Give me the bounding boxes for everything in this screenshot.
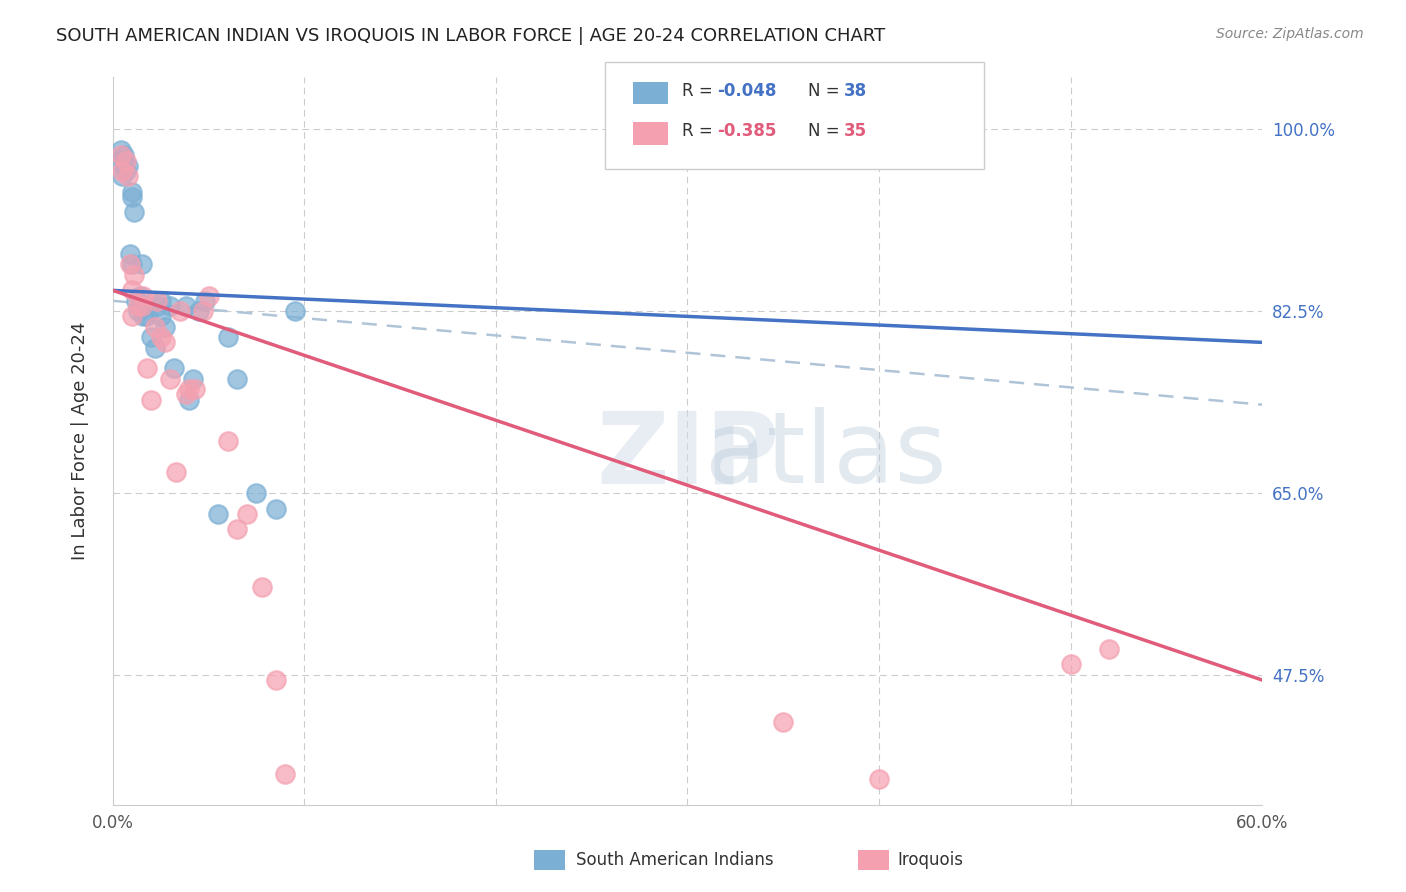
Point — [153, 335, 176, 350]
Point — [174, 387, 197, 401]
Point — [149, 293, 172, 308]
Point — [146, 299, 169, 313]
Text: 38: 38 — [844, 82, 866, 100]
Point — [141, 330, 163, 344]
Point — [245, 486, 267, 500]
Text: Iroquois: Iroquois — [897, 851, 963, 869]
Point — [131, 257, 153, 271]
Text: -0.048: -0.048 — [717, 82, 776, 100]
Point — [179, 382, 201, 396]
Point — [174, 299, 197, 313]
Point — [122, 205, 145, 219]
Point — [110, 148, 132, 162]
Point — [117, 159, 139, 173]
Point — [111, 169, 134, 183]
Point — [772, 714, 794, 729]
Point — [125, 293, 148, 308]
Point — [132, 288, 155, 302]
Point — [159, 372, 181, 386]
Point — [165, 465, 187, 479]
Point — [226, 522, 249, 536]
Point — [143, 319, 166, 334]
Point — [207, 507, 229, 521]
Text: R =: R = — [682, 122, 718, 140]
Point — [217, 330, 239, 344]
Point — [127, 304, 149, 318]
Point — [107, 153, 129, 168]
Point — [120, 247, 142, 261]
Point — [236, 507, 259, 521]
Point — [121, 257, 143, 271]
Point — [141, 392, 163, 407]
Point — [169, 304, 191, 318]
Point — [1098, 641, 1121, 656]
Point — [184, 382, 207, 396]
Point — [121, 185, 143, 199]
Point — [264, 673, 287, 687]
Text: N =: N = — [808, 82, 845, 100]
Point — [136, 361, 159, 376]
Point — [120, 257, 142, 271]
Point — [117, 169, 139, 183]
Point — [252, 580, 274, 594]
Point — [226, 372, 249, 386]
Point — [179, 392, 201, 407]
Point — [115, 153, 138, 168]
Text: SOUTH AMERICAN INDIAN VS IROQUOIS IN LABOR FORCE | AGE 20-24 CORRELATION CHART: SOUTH AMERICAN INDIAN VS IROQUOIS IN LAB… — [56, 27, 886, 45]
Text: atlas: atlas — [704, 407, 946, 504]
Y-axis label: In Labor Force | Age 20-24: In Labor Force | Age 20-24 — [72, 322, 89, 560]
Point — [188, 304, 211, 318]
Point — [191, 304, 214, 318]
Point — [264, 501, 287, 516]
Point — [274, 766, 297, 780]
Point — [131, 299, 153, 313]
Point — [284, 304, 307, 318]
Point — [128, 288, 150, 302]
Point — [121, 310, 143, 324]
Point — [163, 361, 186, 376]
Text: N =: N = — [808, 122, 845, 140]
Point — [194, 293, 217, 308]
Point — [121, 190, 143, 204]
Point — [149, 330, 172, 344]
Point — [149, 310, 172, 324]
Text: 35: 35 — [844, 122, 866, 140]
Point — [132, 310, 155, 324]
Point — [115, 164, 138, 178]
Point — [181, 372, 204, 386]
Point — [217, 434, 239, 448]
Text: Source: ZipAtlas.com: Source: ZipAtlas.com — [1216, 27, 1364, 41]
Point — [111, 164, 134, 178]
Text: South American Indians: South American Indians — [576, 851, 775, 869]
Point — [134, 299, 156, 313]
Point — [127, 299, 149, 313]
Text: R =: R = — [682, 82, 718, 100]
Text: ZIP: ZIP — [596, 407, 779, 504]
Point — [159, 299, 181, 313]
Point — [112, 148, 135, 162]
Point — [153, 319, 176, 334]
Point — [110, 143, 132, 157]
Point — [143, 341, 166, 355]
Point — [112, 153, 135, 168]
Point — [197, 288, 219, 302]
Point — [136, 310, 159, 324]
Point — [1059, 657, 1081, 672]
Point — [122, 268, 145, 282]
Point — [146, 293, 169, 308]
Point — [868, 772, 890, 786]
Point — [121, 284, 143, 298]
Text: -0.385: -0.385 — [717, 122, 776, 140]
